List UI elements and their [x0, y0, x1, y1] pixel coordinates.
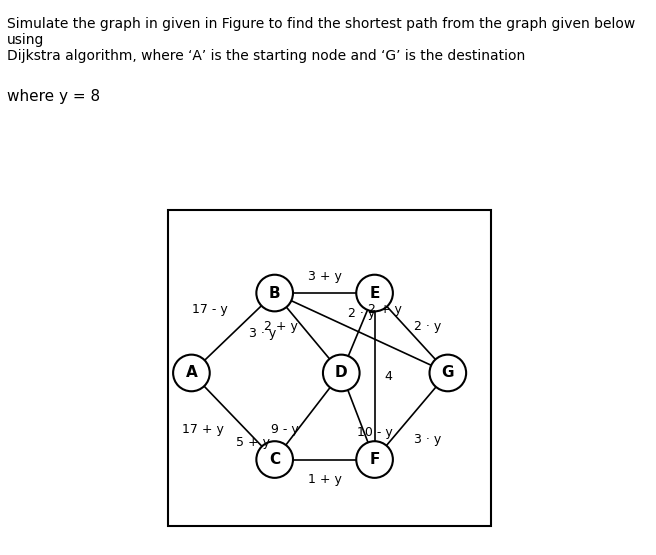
Text: 2 + y: 2 + y [264, 320, 298, 333]
Text: Simulate the graph in given in Figure to find the shortest path from the graph g: Simulate the graph in given in Figure to… [7, 17, 635, 63]
Circle shape [430, 355, 466, 391]
FancyBboxPatch shape [168, 210, 491, 526]
Text: G: G [441, 365, 454, 381]
Text: F: F [369, 452, 380, 467]
Circle shape [256, 441, 293, 478]
Circle shape [173, 355, 210, 391]
Text: 3 · y: 3 · y [249, 326, 277, 340]
Text: C: C [269, 452, 280, 467]
Text: 2 + y: 2 + y [367, 303, 401, 316]
Text: B: B [269, 285, 281, 301]
Circle shape [256, 275, 293, 311]
Text: A: A [186, 365, 197, 381]
Circle shape [356, 275, 393, 311]
Text: E: E [369, 285, 380, 301]
Text: 3 + y: 3 + y [308, 270, 342, 283]
Text: 17 - y: 17 - y [192, 303, 228, 316]
Text: 10 - y: 10 - y [357, 426, 392, 440]
Text: 5 + y: 5 + y [236, 436, 270, 450]
Text: 9 - y: 9 - y [271, 423, 298, 436]
Circle shape [356, 441, 393, 478]
Text: 2 · y: 2 · y [348, 306, 375, 320]
Text: where y = 8: where y = 8 [7, 89, 100, 104]
Circle shape [323, 355, 359, 391]
Text: 17 + y: 17 + y [182, 423, 224, 436]
Text: 3 · y: 3 · y [414, 433, 441, 446]
Text: 4: 4 [384, 370, 392, 383]
Text: D: D [335, 365, 348, 381]
Text: 1 + y: 1 + y [308, 473, 342, 486]
Text: 2 · y: 2 · y [414, 320, 441, 333]
